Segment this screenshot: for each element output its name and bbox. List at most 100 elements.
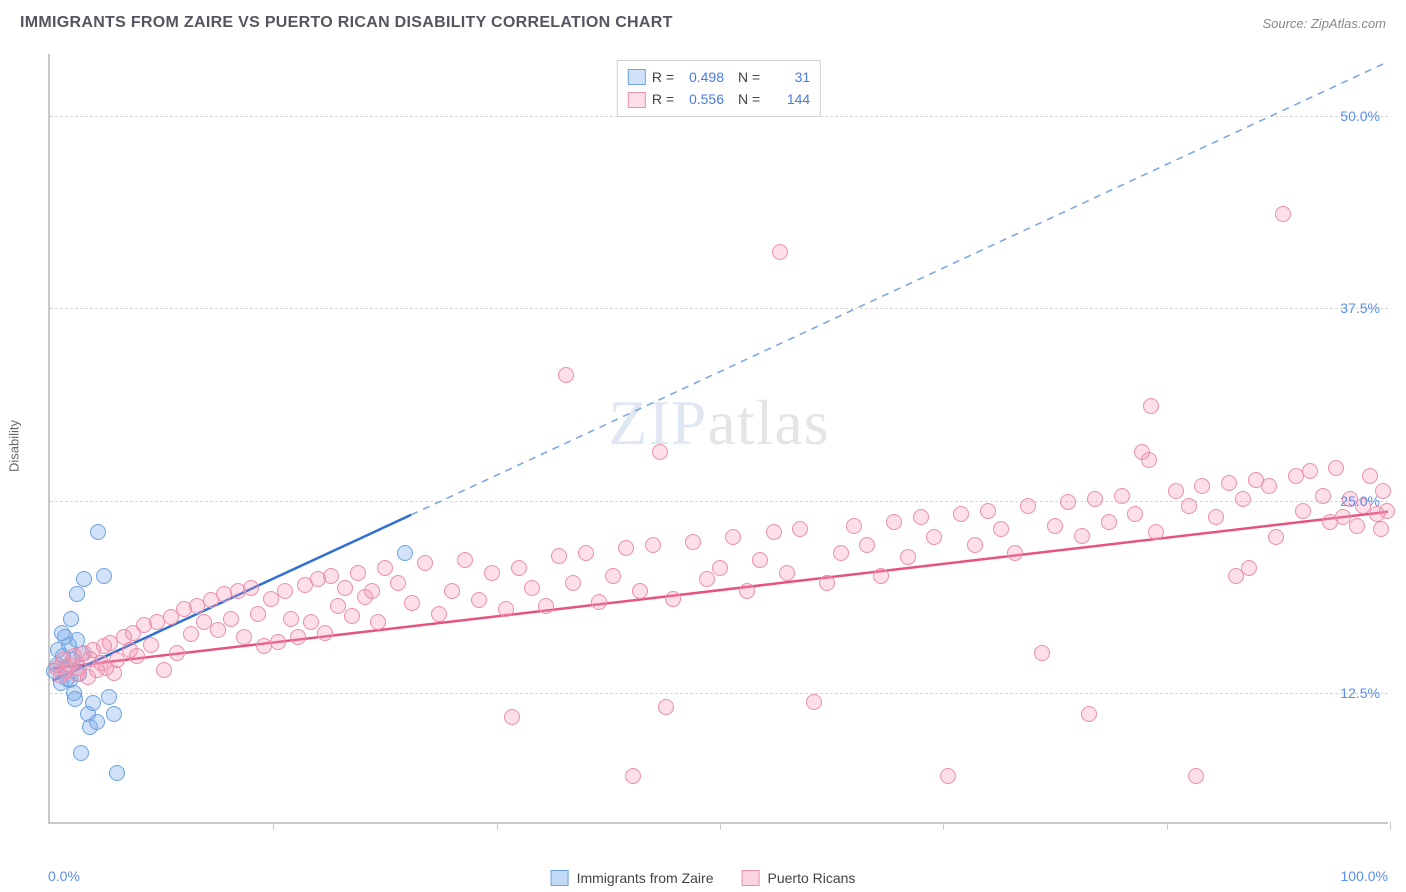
point-zaire (76, 571, 92, 587)
point-puerto-rican (779, 565, 795, 581)
point-puerto-rican (350, 565, 366, 581)
point-puerto-rican (1268, 529, 1284, 545)
point-zaire (101, 689, 117, 705)
chart-plot-area: ZIPatlas R = 0.498 N = 31 R = 0.556 N = … (48, 54, 1388, 824)
point-puerto-rican (993, 521, 1009, 537)
point-puerto-rican (1362, 468, 1378, 484)
x-axis-max-label: 100.0% (1341, 868, 1388, 884)
point-puerto-rican (471, 592, 487, 608)
point-puerto-rican (270, 634, 286, 650)
point-puerto-rican (1188, 768, 1204, 784)
point-puerto-rican (833, 545, 849, 561)
y-tick-label: 25.0% (1340, 493, 1380, 509)
y-tick-label: 12.5% (1340, 685, 1380, 701)
point-puerto-rican (250, 606, 266, 622)
point-puerto-rican (364, 583, 380, 599)
point-puerto-rican (1087, 491, 1103, 507)
point-zaire (89, 714, 105, 730)
point-puerto-rican (1373, 521, 1389, 537)
point-puerto-rican (1060, 494, 1076, 510)
point-puerto-rican (1261, 478, 1277, 494)
watermark: ZIPatlas (608, 386, 829, 460)
point-zaire (397, 545, 413, 561)
point-puerto-rican (1114, 488, 1130, 504)
point-puerto-rican (772, 244, 788, 260)
point-puerto-rican (752, 552, 768, 568)
point-puerto-rican (846, 518, 862, 534)
point-puerto-rican (699, 571, 715, 587)
point-puerto-rican (967, 537, 983, 553)
point-puerto-rican (210, 622, 226, 638)
point-puerto-rican (183, 626, 199, 642)
point-puerto-rican (1241, 560, 1257, 576)
point-puerto-rican (156, 662, 172, 678)
point-puerto-rican (1074, 528, 1090, 544)
point-zaire (85, 695, 101, 711)
point-puerto-rican (665, 591, 681, 607)
point-puerto-rican (129, 648, 145, 664)
point-puerto-rican (277, 583, 293, 599)
point-puerto-rican (766, 524, 782, 540)
point-zaire (69, 586, 85, 602)
point-puerto-rican (1379, 503, 1395, 519)
legend-item-puerto-rican: Puerto Ricans (741, 870, 855, 886)
point-puerto-rican (236, 629, 252, 645)
point-puerto-rican (873, 568, 889, 584)
point-puerto-rican (806, 694, 822, 710)
point-puerto-rican (370, 614, 386, 630)
point-puerto-rican (444, 583, 460, 599)
point-zaire (109, 765, 125, 781)
point-puerto-rican (1208, 509, 1224, 525)
y-tick-label: 37.5% (1340, 300, 1380, 316)
y-tick-label: 50.0% (1340, 108, 1380, 124)
point-puerto-rican (323, 568, 339, 584)
point-zaire (57, 629, 73, 645)
point-puerto-rican (558, 367, 574, 383)
point-puerto-rican (377, 560, 393, 576)
point-puerto-rican (1235, 491, 1251, 507)
point-puerto-rican (739, 583, 755, 599)
point-puerto-rican (605, 568, 621, 584)
point-puerto-rican (652, 444, 668, 460)
legend-swatch-zaire-icon (551, 870, 569, 886)
legend-item-zaire: Immigrants from Zaire (551, 870, 714, 886)
point-puerto-rican (859, 537, 875, 553)
point-zaire (106, 706, 122, 722)
series-legend: Immigrants from Zaire Puerto Ricans (551, 870, 856, 886)
point-puerto-rican (417, 555, 433, 571)
point-zaire (96, 568, 112, 584)
x-tick (497, 822, 498, 830)
point-puerto-rican (886, 514, 902, 530)
point-puerto-rican (484, 565, 500, 581)
legend-swatch-puerto-rican-icon (741, 870, 759, 886)
x-tick (273, 822, 274, 830)
x-axis-min-label: 0.0% (48, 868, 80, 884)
legend-swatch-zaire (628, 69, 646, 85)
point-zaire (73, 745, 89, 761)
legend-swatch-puerto-rican (628, 92, 646, 108)
chart-header: IMMIGRANTS FROM ZAIRE VS PUERTO RICAN DI… (0, 0, 1406, 40)
point-puerto-rican (337, 580, 353, 596)
point-puerto-rican (1148, 524, 1164, 540)
grid-line (50, 308, 1388, 309)
point-puerto-rican (109, 652, 125, 668)
legend-row-zaire: R = 0.498 N = 31 (628, 66, 810, 88)
point-puerto-rican (538, 598, 554, 614)
point-puerto-rican (1349, 518, 1365, 534)
point-puerto-rican (658, 699, 674, 715)
point-puerto-rican (591, 594, 607, 610)
point-puerto-rican (792, 521, 808, 537)
point-puerto-rican (1295, 503, 1311, 519)
point-puerto-rican (940, 768, 956, 784)
point-puerto-rican (980, 503, 996, 519)
point-zaire (63, 611, 79, 627)
point-puerto-rican (900, 549, 916, 565)
point-puerto-rican (565, 575, 581, 591)
point-puerto-rican (243, 580, 259, 596)
point-puerto-rican (625, 768, 641, 784)
x-tick (1390, 822, 1391, 830)
point-puerto-rican (725, 529, 741, 545)
point-puerto-rican (1081, 706, 1097, 722)
point-puerto-rican (1101, 514, 1117, 530)
point-puerto-rican (404, 595, 420, 611)
